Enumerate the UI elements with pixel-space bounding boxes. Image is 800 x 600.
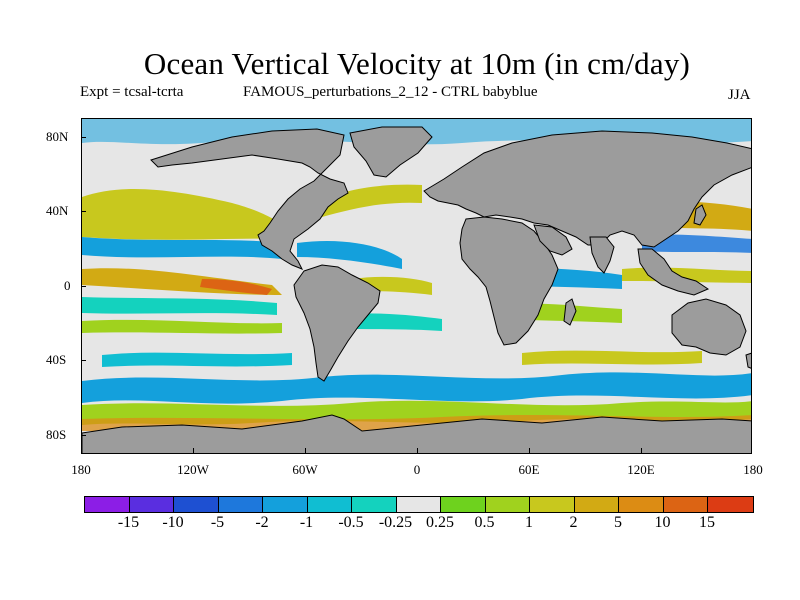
colorbar-swatch	[129, 497, 174, 512]
colorbar-label: 2	[569, 514, 578, 531]
field-band-eq-red	[200, 279, 272, 295]
landmass-arabia	[533, 224, 573, 256]
y-tick	[81, 211, 86, 212]
colorbar-swatch	[441, 497, 486, 512]
colorbar-swatch	[307, 497, 352, 512]
x-tick-label-180w: 180	[71, 462, 91, 477]
x-tick-label-60w: 60W	[292, 462, 318, 477]
landmass-australia	[671, 298, 747, 356]
landmass-madagascar	[563, 298, 577, 326]
colorbar-label: -0.25	[378, 514, 413, 531]
colorbar-swatch	[574, 497, 619, 512]
x-tick-label-180e: 180	[743, 462, 763, 477]
landmass-europe-asia	[423, 130, 751, 248]
landmass-southeast-asia	[637, 248, 710, 296]
y-tick-label-40n: 40N	[46, 203, 69, 218]
colorbar-swatch	[218, 497, 263, 512]
x-tick-label-0: 0	[413, 462, 421, 477]
y-tick-label-80s: 80S	[46, 427, 67, 442]
y-tick	[81, 286, 86, 287]
colorbar-swatch	[263, 497, 308, 512]
land-masses	[82, 126, 751, 453]
landmass-new-zealand	[745, 352, 751, 369]
landmass-north-america	[150, 128, 349, 270]
season-label: JJA	[728, 87, 751, 103]
colorbar-label: 1	[525, 514, 533, 531]
landmass-japan	[693, 204, 707, 226]
field-band-n-pac-tropic	[82, 237, 282, 259]
colorbar-swatch	[174, 497, 219, 512]
landmass-antarctica	[82, 414, 751, 453]
x-tick	[417, 448, 418, 454]
field-band-atl-tropic	[297, 240, 402, 269]
field-band-south-pac	[82, 297, 277, 315]
x-tick-label-120e: 120E	[627, 462, 655, 477]
landmass-india	[589, 236, 615, 274]
colorbar-swatch	[396, 497, 441, 512]
map-plot-area	[81, 118, 752, 454]
x-tick-label-120w: 120W	[177, 462, 209, 477]
colorbar-swatch	[619, 497, 664, 512]
x-tick	[641, 448, 642, 454]
run-label: FAMOUS_perturbations_2_12 - CTRL babyblu…	[243, 84, 538, 100]
colorbar-swatch	[85, 497, 130, 512]
experiment-label: Expt = tcsal-tcrta	[80, 84, 184, 100]
colorbar-label: 15	[699, 514, 715, 531]
chart-title: Ocean Vertical Velocity at 10m (in cm/da…	[143, 46, 691, 81]
x-tick	[305, 448, 306, 454]
colorbar-label: -10	[162, 514, 184, 531]
colorbar-label: 0.25	[426, 514, 454, 531]
colorbar-label: -15	[117, 514, 140, 531]
field-band-north-pacific	[82, 189, 282, 240]
colorbar-swatch	[708, 497, 753, 512]
field-band-south-pac2	[82, 319, 282, 334]
colorbar-label: 5	[614, 514, 622, 531]
y-tick	[81, 360, 86, 361]
x-tick	[193, 448, 194, 454]
colorbar-label: 10	[654, 514, 671, 531]
y-tick	[81, 137, 86, 138]
world-map	[82, 119, 751, 453]
colorbar-swatch	[352, 497, 397, 512]
colorbar-label: -1	[299, 514, 314, 531]
x-tick-label-60e: 60E	[518, 462, 540, 477]
y-tick-label-0: 0	[64, 278, 71, 293]
colorbar-swatch	[485, 497, 530, 512]
colorbar-label: -5	[210, 514, 225, 531]
field-band-s-pac-blue	[102, 352, 292, 367]
landmass-africa	[459, 216, 559, 346]
field-band-west-pac-blue	[642, 234, 751, 253]
colorbar-label: 0.5	[474, 514, 495, 531]
colorbar-swatch	[663, 497, 708, 512]
x-tick	[529, 448, 530, 454]
colorbar-label: -2	[255, 514, 269, 531]
y-tick-label-80n: 80N	[46, 129, 69, 144]
landmass-greenland	[349, 126, 433, 178]
y-tick-label-40s: 40S	[46, 352, 67, 367]
field-band-southern-ocean	[82, 372, 751, 404]
colorbar-swatch	[530, 497, 575, 512]
colorbar	[84, 496, 754, 513]
field-band-south-indian	[522, 350, 702, 365]
landmass-south-america	[293, 264, 381, 382]
colorbar-label: -0.5	[338, 514, 364, 531]
y-tick	[81, 435, 86, 436]
